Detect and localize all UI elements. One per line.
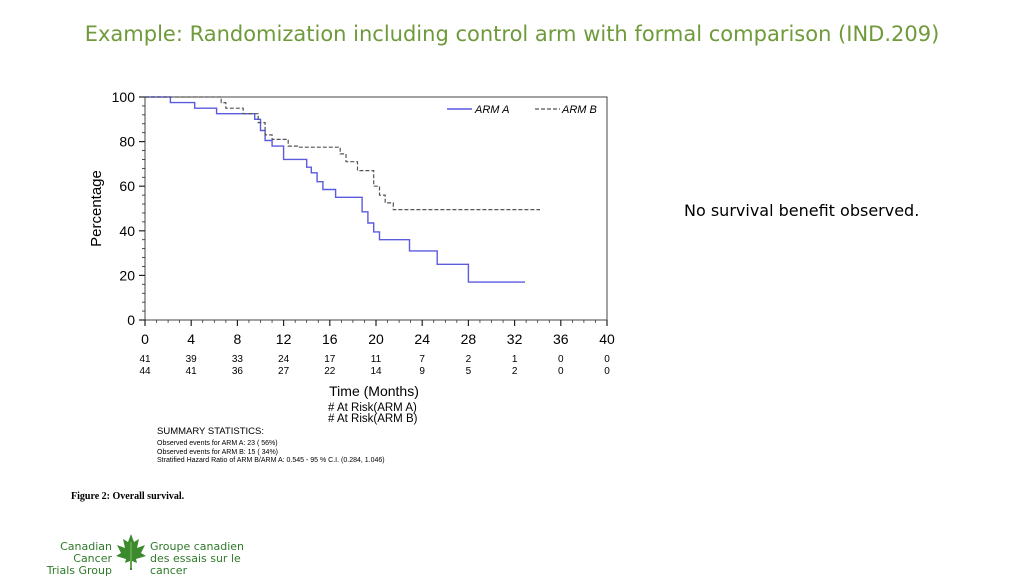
- logo-french-text: Groupe canadien des essais sur le cancer: [150, 541, 276, 577]
- at-risk-arm-b-value: 36: [232, 366, 244, 377]
- at-risk-arm-b-value: 44: [139, 366, 151, 377]
- y-tick-label: 20: [119, 267, 135, 283]
- at-risk-arm-a-value: 33: [232, 354, 244, 365]
- plot-frame: [144, 96, 608, 321]
- x-tick-label: 40: [599, 331, 615, 347]
- at-risk-arm-a-value: 39: [186, 354, 198, 365]
- summary-statistics: SUMMARY STATISTICS: Observed events for …: [157, 426, 385, 466]
- at-risk-arm-a-value: 11: [371, 354, 382, 365]
- logo-english-text: Canadian Cancer Trials Group: [26, 541, 112, 577]
- figure-caption: Figure 2: Overall survival.: [71, 491, 185, 502]
- x-tick-label: 12: [276, 331, 292, 347]
- logo-en-line2: Trials Group: [46, 564, 112, 577]
- x-tick-label: 24: [414, 331, 430, 347]
- y-tick-label: 80: [119, 134, 135, 150]
- at-risk-arm-b-value: 0: [558, 366, 564, 377]
- x-tick-label: 28: [461, 331, 477, 347]
- maple-leaf-icon: [116, 534, 146, 570]
- slide-title: Example: Randomization including control…: [84, 22, 940, 46]
- x-tick-label: 20: [368, 331, 384, 347]
- y-tick-label: 100: [112, 89, 136, 105]
- at-risk-label-arm-b: # At Risk(ARM B): [328, 413, 418, 425]
- at-risk-arm-b-value: 14: [370, 366, 382, 377]
- summary-line-arm-a: Observed events for ARM A: 23 ( 56%): [157, 440, 278, 447]
- at-risk-arm-a-value: 24: [278, 354, 290, 365]
- cctg-logo: Canadian Cancer Trials Group Groupe cana…: [26, 532, 276, 577]
- x-tick-label: 0: [141, 331, 149, 347]
- at-risk-arm-a-value: 2: [466, 354, 472, 365]
- at-risk-arm-b-value: 27: [278, 366, 290, 377]
- y-tick-label: 40: [119, 223, 135, 239]
- summary-line-arm-b: Observed events for ARM B: 15 ( 34%): [157, 448, 278, 456]
- y-axis-label: Percentage: [88, 170, 105, 247]
- summary-header: SUMMARY STATISTICS:: [157, 426, 264, 437]
- at-risk-arm-a-value: 41: [139, 354, 151, 365]
- series-line-arm-a: [145, 96, 525, 283]
- x-tick-label: 4: [187, 331, 195, 347]
- at-risk-arm-a-value: 17: [324, 354, 336, 365]
- logo-fr-line1: Groupe canadien: [150, 540, 245, 553]
- at-risk-arm-b-value: 9: [419, 366, 425, 377]
- legend-label-arm-b: ARM B: [561, 104, 597, 116]
- x-tick-label: 32: [507, 331, 523, 347]
- at-risk-arm-a-value: 1: [512, 354, 518, 365]
- y-tick-label: 0: [127, 312, 135, 328]
- at-risk-arm-b-value: 41: [186, 366, 198, 377]
- x-tick-label: 8: [234, 331, 242, 347]
- at-risk-arm-b-value: 2: [512, 366, 518, 377]
- y-tick-label: 60: [119, 178, 135, 194]
- x-tick-label: 36: [553, 331, 569, 347]
- series-line-arm-b: [145, 96, 540, 211]
- summary-line-hazard-ratio: Stratified Hazard Ratio of ARM B/ARM A: …: [157, 457, 385, 464]
- slide-note: No survival benefit observed.: [684, 201, 920, 220]
- at-risk-arm-b-value: 5: [466, 366, 472, 377]
- logo-fr-line2: des essais sur le cancer: [150, 552, 241, 577]
- at-risk-arm-b-value: 22: [324, 366, 336, 377]
- x-axis-label: Time (Months): [329, 383, 419, 399]
- at-risk-arm-b-value: 0: [604, 366, 610, 377]
- at-risk-label-arm-a: # At Risk(ARM A): [328, 402, 417, 414]
- at-risk-arm-a-value: 0: [558, 354, 564, 365]
- logo-en-line1: Canadian Cancer: [60, 540, 112, 565]
- x-tick-label: 16: [322, 331, 338, 347]
- at-risk-arm-a-value: 7: [419, 354, 425, 365]
- legend-label-arm-a: ARM A: [474, 104, 509, 116]
- at-risk-arm-a-value: 0: [604, 354, 610, 365]
